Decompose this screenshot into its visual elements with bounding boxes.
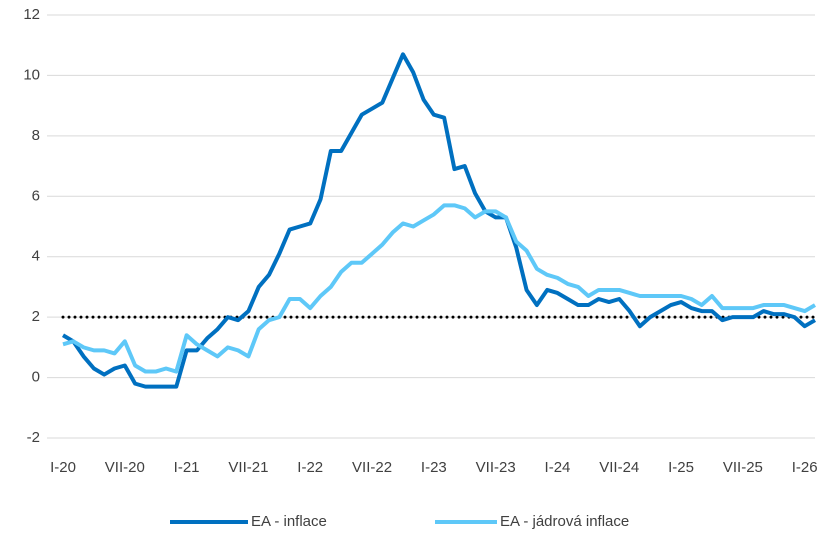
x-tick-label: VII-25 bbox=[723, 459, 763, 476]
y-tick-label: 12 bbox=[23, 6, 40, 23]
x-tick-label: VII-23 bbox=[476, 459, 516, 476]
y-tick-label: 6 bbox=[32, 187, 40, 204]
x-tick-label: I-24 bbox=[545, 459, 571, 476]
y-tick-label: 0 bbox=[32, 369, 40, 386]
x-tick-label: VII-20 bbox=[105, 459, 145, 476]
y-tick-label: 4 bbox=[32, 248, 40, 265]
x-tick-label: I-21 bbox=[174, 459, 200, 476]
x-tick-label: I-26 bbox=[792, 459, 818, 476]
x-tick-label: I-25 bbox=[668, 459, 694, 476]
legend-label: EA - inflace bbox=[251, 513, 327, 530]
x-tick-label: I-20 bbox=[50, 459, 76, 476]
series-line bbox=[61, 52, 817, 389]
legend-label: EA - jádrová inflace bbox=[500, 513, 629, 530]
x-tick-label: I-23 bbox=[421, 459, 447, 476]
x-tick-label: VII-24 bbox=[599, 459, 639, 476]
series-line bbox=[62, 203, 817, 374]
y-tick-label: 2 bbox=[32, 308, 40, 325]
x-tick-label: VII-22 bbox=[352, 459, 392, 476]
y-tick-label: 8 bbox=[32, 127, 40, 144]
y-tick-label: -2 bbox=[27, 429, 40, 446]
x-tick-label: I-22 bbox=[297, 459, 323, 476]
y-tick-label: 10 bbox=[23, 66, 40, 83]
x-tick-label: VII-21 bbox=[228, 459, 268, 476]
